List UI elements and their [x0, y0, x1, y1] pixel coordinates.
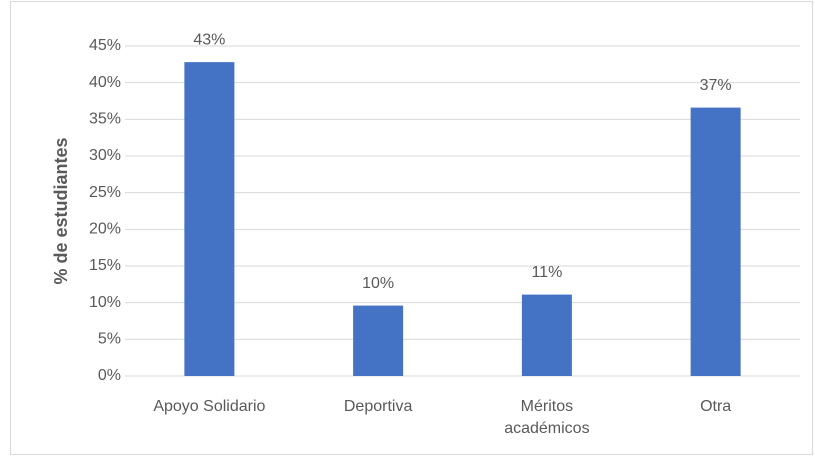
chart-border [10, 1, 813, 455]
bar [353, 305, 404, 376]
x-tick-label: Otra [700, 398, 732, 415]
y-axis-title: % de estudiantes [51, 137, 71, 284]
data-label: 11% [531, 264, 562, 281]
x-tick-label: Méritos académicos [504, 398, 590, 437]
y-tick-label: 10% [89, 294, 121, 311]
y-tick-label: 45% [89, 37, 121, 54]
data-label: 10% [362, 275, 394, 292]
y-tick-label: 20% [89, 221, 121, 238]
bar [521, 294, 572, 376]
y-tick-label: 5% [98, 331, 121, 348]
y-tick-label: 25% [89, 184, 121, 201]
y-tick-label: 30% [89, 147, 121, 164]
y-tick-label: 35% [89, 111, 121, 128]
x-tick-label: Apoyo Solidario [153, 398, 266, 415]
data-label: 43% [193, 31, 225, 48]
y-tick-label: 40% [89, 74, 121, 91]
y-tick-label: 0% [98, 367, 121, 384]
bar [184, 62, 235, 377]
bar [690, 107, 741, 376]
y-tick-label: 15% [89, 257, 121, 274]
data-label: 37% [700, 77, 732, 94]
x-tick-label: Deportiva [343, 398, 413, 415]
